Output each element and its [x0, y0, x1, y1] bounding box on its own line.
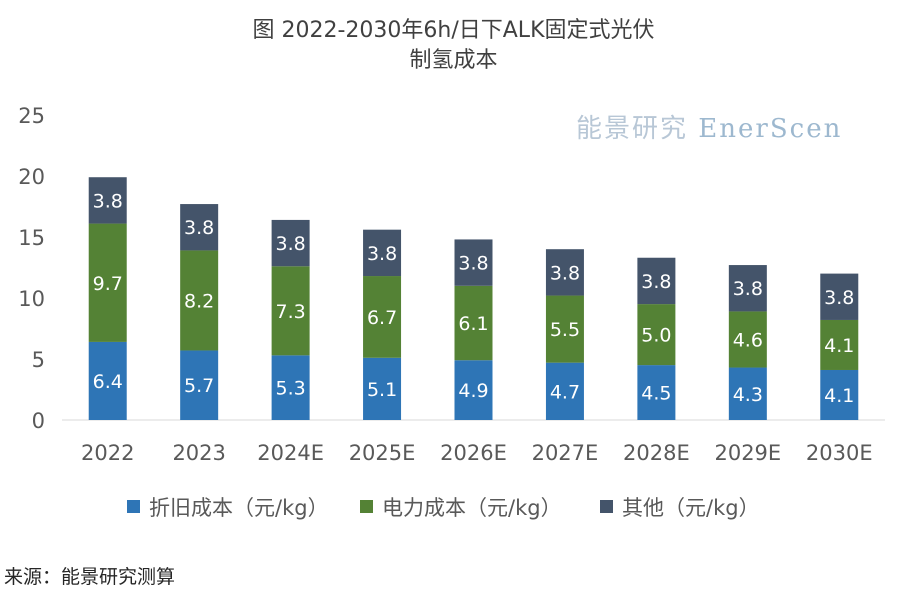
bar-segment — [454, 360, 493, 420]
x-tick-label: 2026E — [440, 441, 507, 465]
bar-segment — [363, 276, 402, 358]
data-label: 4.5 — [641, 383, 671, 405]
legend-swatch — [127, 500, 140, 513]
y-tick-label: 20 — [18, 165, 45, 189]
data-label: 4.9 — [458, 380, 488, 402]
y-tick-label: 10 — [18, 287, 45, 311]
data-label: 3.8 — [641, 271, 671, 293]
bar-segment — [88, 177, 127, 224]
data-label: 5.0 — [641, 325, 671, 347]
bar-segment — [545, 362, 584, 420]
chart-title-line1: 图 2022-2030年6h/日下ALK固定式光伏 — [252, 18, 655, 43]
data-label: 7.3 — [276, 301, 306, 323]
data-label: 3.8 — [550, 262, 580, 284]
y-tick-label: 15 — [18, 226, 45, 250]
data-label: 9.7 — [93, 273, 123, 295]
data-label: 3.8 — [824, 287, 854, 309]
source-note: 来源：能景研究测算 — [4, 566, 176, 588]
data-label: 5.3 — [276, 378, 306, 400]
chart-title-line2: 制氢成本 — [409, 48, 498, 73]
chart-title: 图 2022-2030年6h/日下ALK固定式光伏 制氢成本 — [0, 16, 907, 76]
data-label: 4.7 — [550, 381, 580, 403]
data-label: 3.8 — [733, 278, 763, 300]
x-tick-label: 2024E — [257, 441, 324, 465]
x-tick-label: 2030E — [806, 441, 873, 465]
bar-segment — [820, 273, 859, 320]
x-tick-label: 2025E — [349, 441, 416, 465]
bar-segment — [271, 266, 310, 356]
bar-segment — [271, 219, 310, 267]
data-label: 5.5 — [550, 319, 580, 341]
bar-segment — [180, 350, 219, 420]
data-label: 6.7 — [367, 307, 397, 329]
data-label: 3.8 — [184, 217, 214, 239]
data-label: 3.8 — [367, 243, 397, 265]
data-label: 3.8 — [458, 253, 488, 275]
y-tick-label: 5 — [32, 348, 45, 372]
bar-segment — [180, 250, 219, 351]
watermark-cn: 能景研究 — [576, 114, 689, 144]
data-label: 5.7 — [184, 375, 214, 397]
legend-label: 电力成本（元/kg） — [382, 496, 562, 520]
bar-segment — [454, 239, 493, 286]
bar-segment — [728, 265, 767, 312]
data-label: 6.1 — [458, 313, 488, 335]
x-tick-label: 2023 — [172, 441, 225, 465]
y-tick-label: 25 — [18, 104, 45, 128]
watermark-logo: 能景研究 EnerScen — [576, 108, 842, 145]
x-tick-label: 2028E — [623, 441, 690, 465]
y-tick-label: 0 — [32, 409, 45, 433]
bar-segment — [88, 341, 127, 420]
x-tick-label: 2029E — [714, 441, 781, 465]
data-label: 8.2 — [184, 290, 214, 312]
legend-swatch — [360, 500, 373, 513]
bar-segment — [363, 229, 402, 277]
bar-segment — [820, 319, 859, 370]
bar-segment — [363, 357, 402, 420]
x-tick-label: 2022 — [81, 441, 134, 465]
bar-segment — [728, 367, 767, 420]
bar-segment — [88, 223, 127, 342]
data-label: 3.8 — [276, 233, 306, 255]
bar-segment — [271, 355, 310, 420]
watermark-en: EnerScen — [698, 114, 843, 144]
bar-segment — [180, 204, 219, 251]
bar-segment — [637, 257, 676, 305]
bar-segment — [820, 369, 859, 420]
legend-label: 折旧成本（元/kg） — [149, 496, 329, 520]
bar-segment — [545, 249, 584, 296]
data-label: 5.1 — [367, 379, 397, 401]
bar-segment — [728, 311, 767, 368]
data-label: 4.1 — [824, 385, 854, 407]
data-label: 4.6 — [733, 329, 763, 351]
data-label: 6.4 — [93, 371, 123, 393]
data-label: 4.3 — [733, 384, 763, 406]
legend-label: 其他（元/kg） — [622, 496, 760, 520]
data-label: 3.8 — [93, 190, 123, 212]
bar-segment — [637, 304, 676, 366]
stacked-bar-chart: 0 5 10 15 20 25 6.4 9.7 3.8 2022 5.7 8.2 3.8 2023 5.3 7… — [18, 104, 885, 520]
bar-segment — [637, 365, 676, 420]
bar-segment — [454, 285, 493, 361]
bar-segment — [545, 295, 584, 363]
legend-swatch — [600, 500, 613, 513]
x-tick-label: 2027E — [532, 441, 599, 465]
data-label: 4.1 — [824, 335, 854, 357]
